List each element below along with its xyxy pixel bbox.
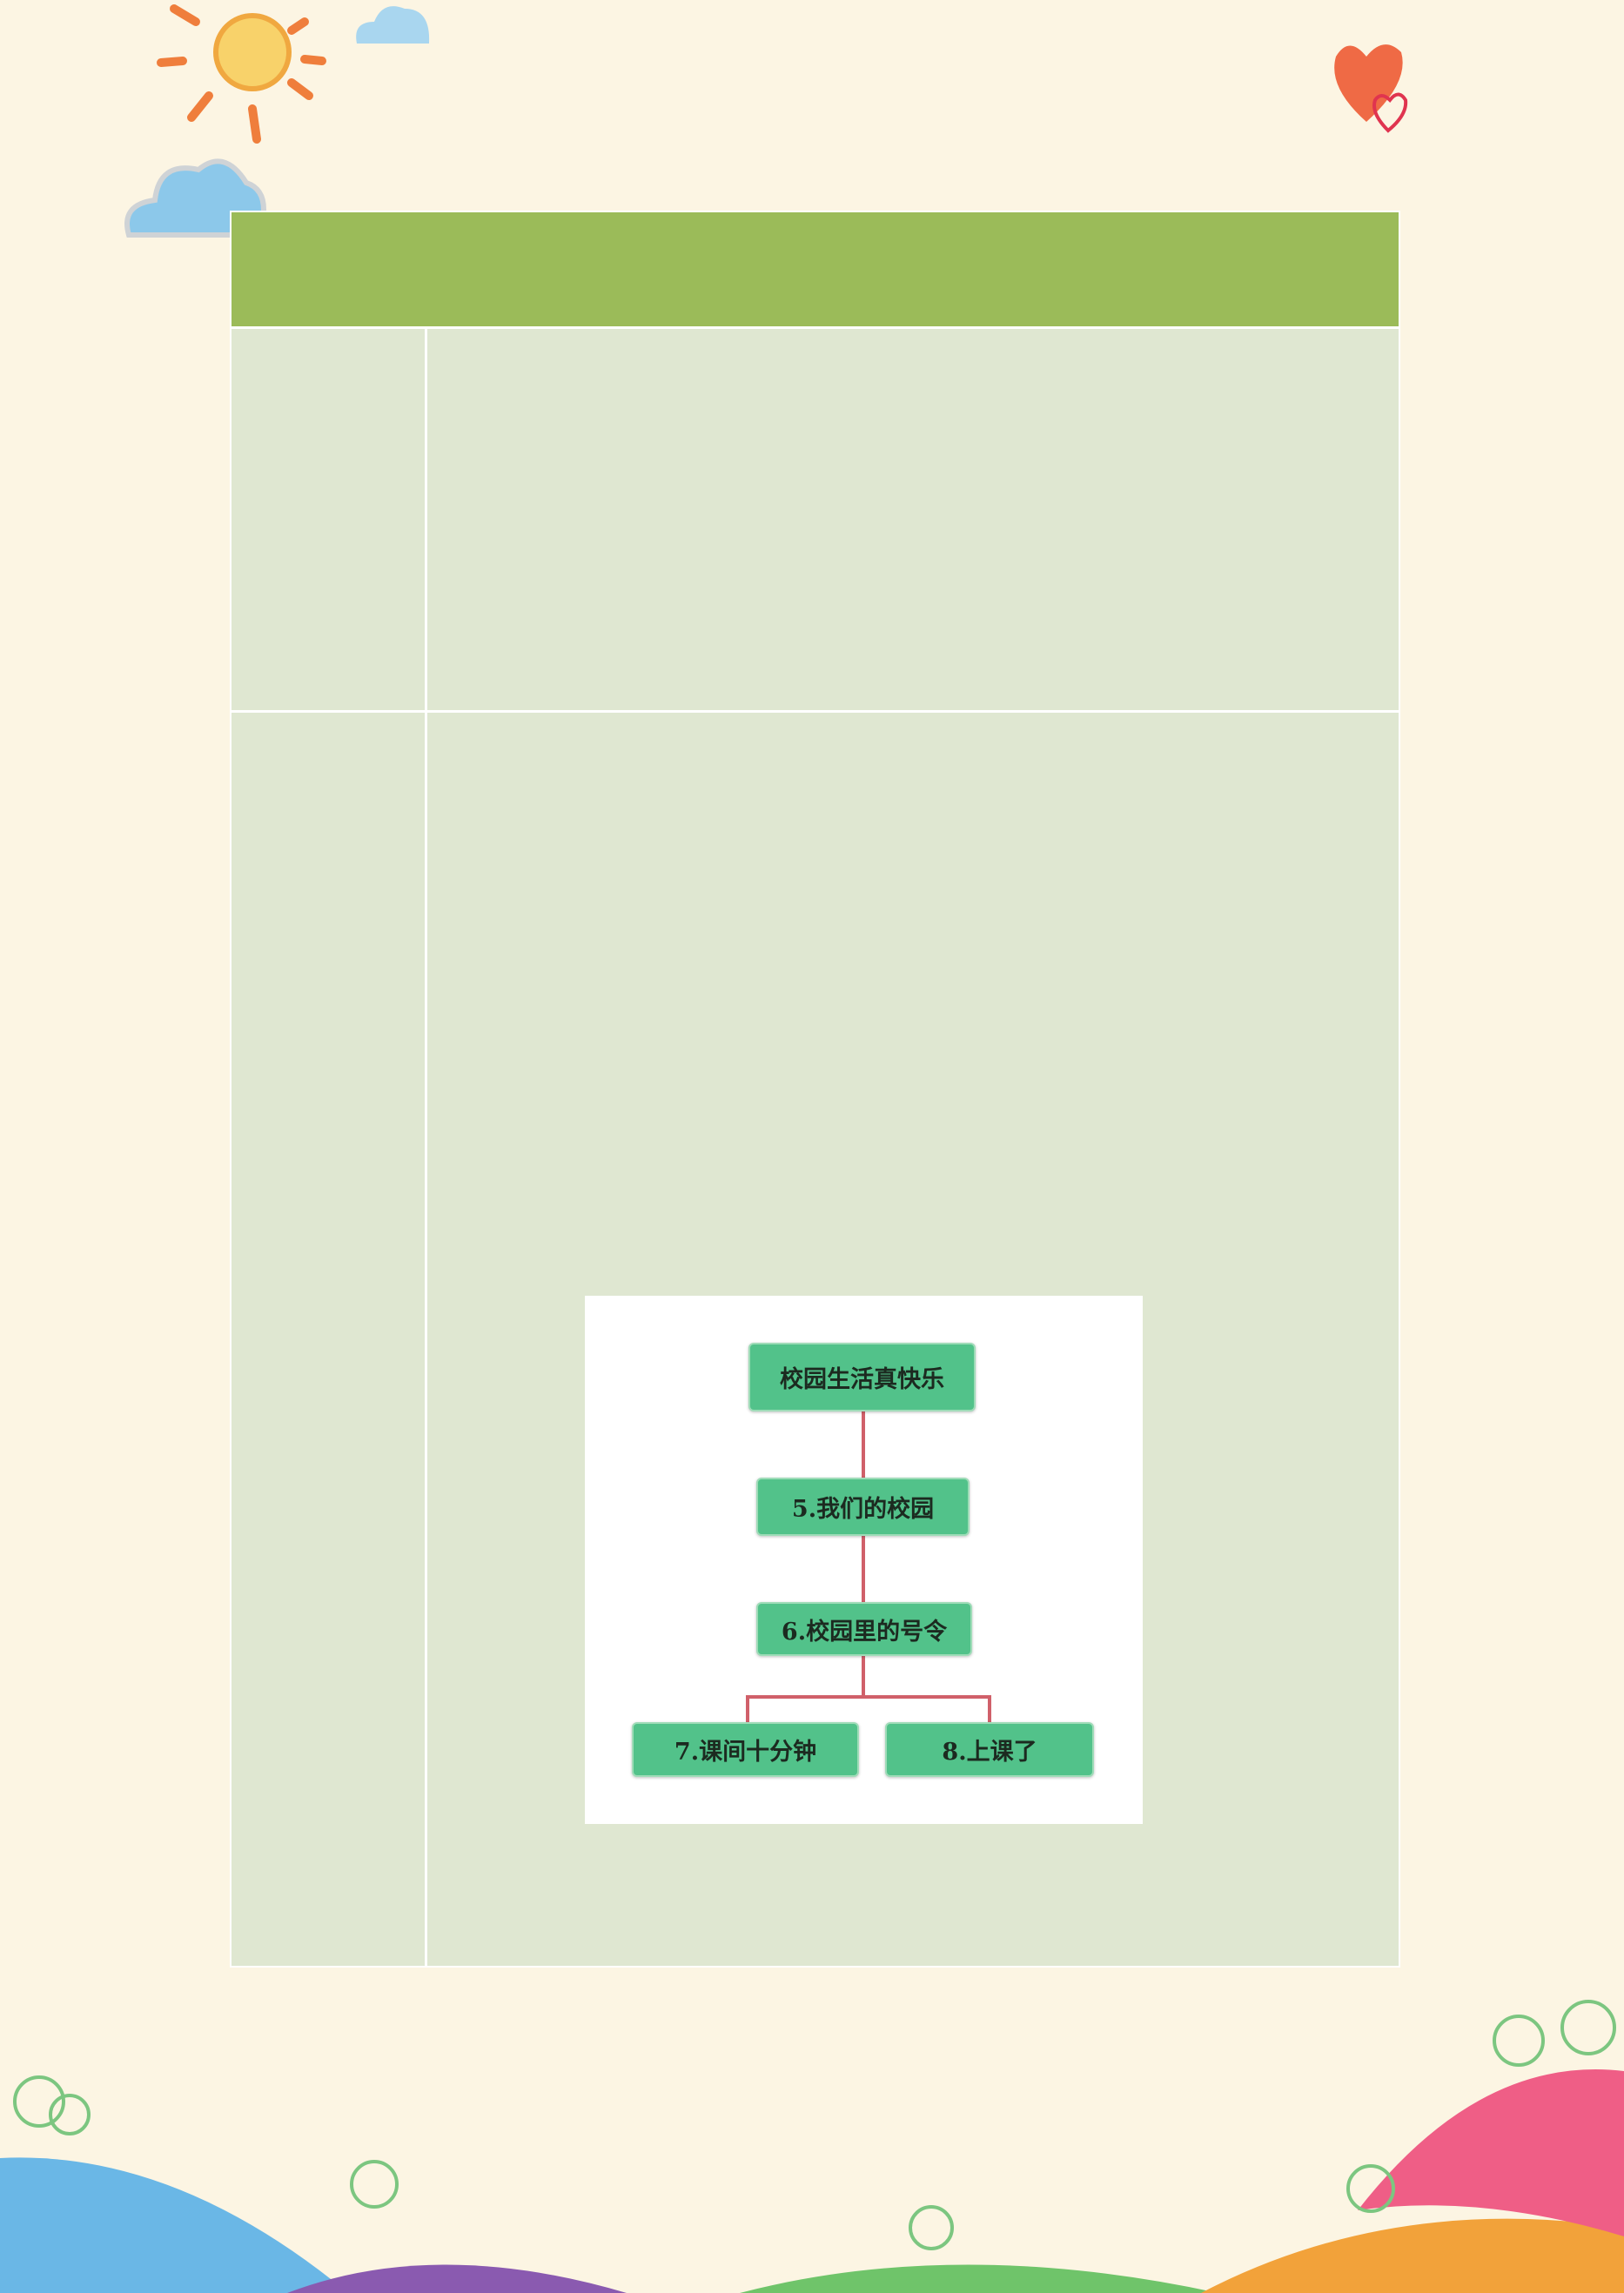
diagram-node-lesson-8: 8.上课了	[885, 1722, 1094, 1777]
connector-line	[988, 1695, 991, 1722]
diagram-node-lesson-5: 5.我们的校园	[756, 1478, 970, 1536]
unit-structure-diagram: 校园生活真快乐 5.我们的校园 6.校园里的号令 7.课间十分钟 8.上课了	[585, 1296, 1143, 1824]
connector-line	[862, 1656, 865, 1697]
connector-line	[862, 1411, 865, 1478]
sun-icon	[157, 4, 326, 144]
connector-line	[746, 1695, 991, 1699]
hills-trees-illustration	[0, 2000, 1624, 2293]
diagram-node-lesson-7: 7.课间十分钟	[632, 1722, 859, 1777]
diagram-node-lesson-6: 6.校园里的号令	[756, 1602, 972, 1656]
connector-line	[862, 1536, 865, 1602]
cloud-icon	[124, 158, 266, 238]
row-1-content-cell	[427, 329, 1399, 710]
row-1-label-cell	[232, 329, 425, 710]
row-2-label-cell	[232, 713, 425, 1966]
diagram-node-root: 校园生活真快乐	[748, 1343, 976, 1411]
table-header	[232, 212, 1399, 326]
heart-icon	[1334, 44, 1408, 133]
connector-line	[746, 1695, 749, 1722]
small-cloud-icon	[356, 6, 430, 44]
